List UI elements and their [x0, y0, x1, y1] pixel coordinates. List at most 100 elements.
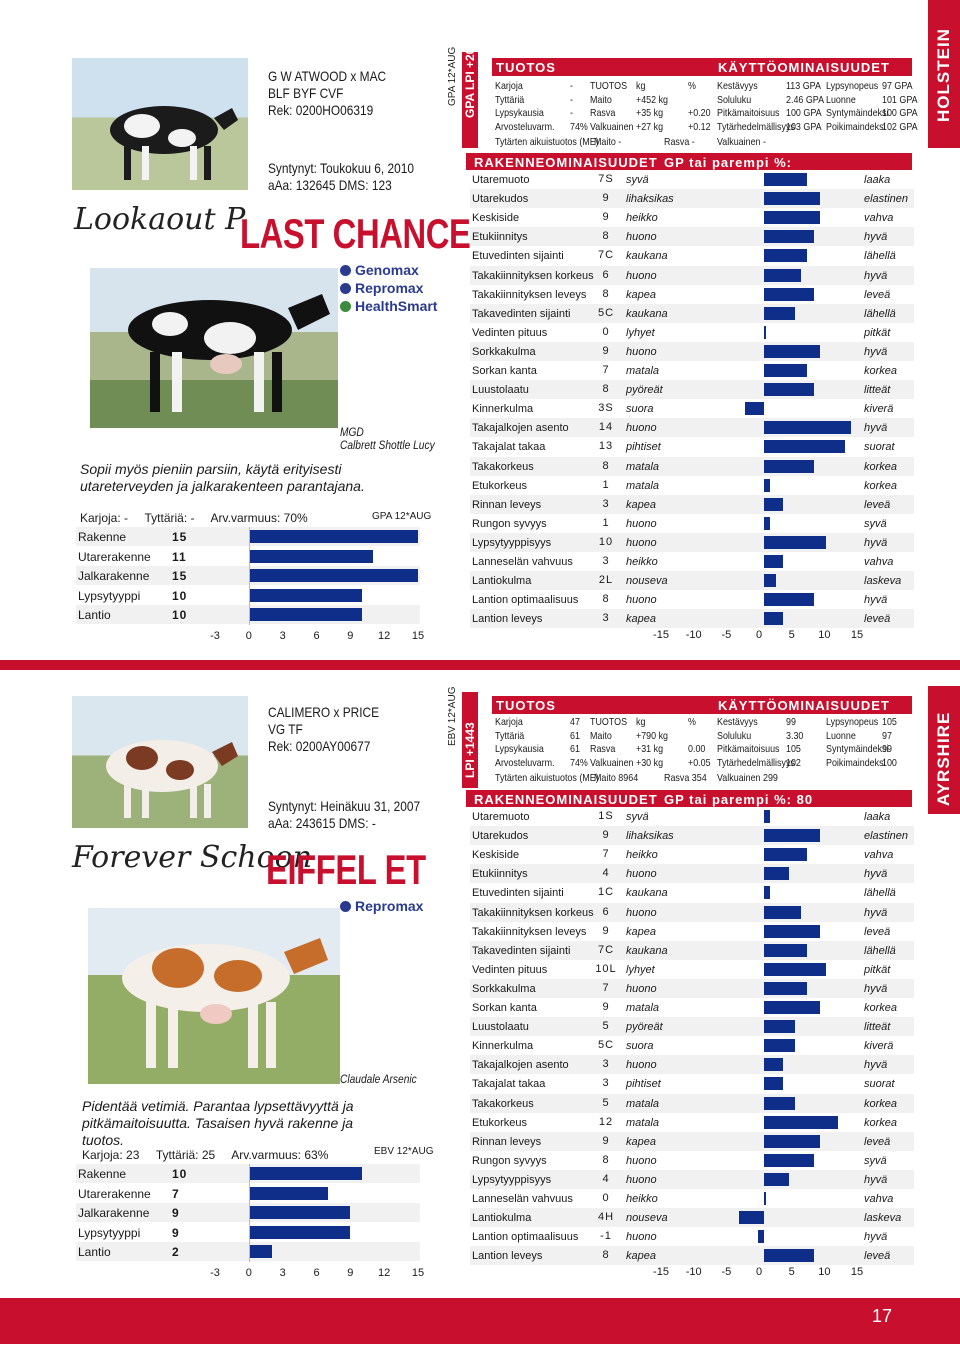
description: Pidentää vetimiä. Parantaa lypsettävyytt… [82, 1098, 354, 1148]
mini-trait-label: Utarerakenne [78, 1186, 151, 1201]
trait-bar [764, 943, 808, 957]
trait-value: 5 [602, 1020, 610, 1033]
trait-name: Keskiside [472, 212, 520, 225]
trait-bar [764, 1039, 795, 1053]
prefix-name: Lookaout P [74, 202, 246, 237]
trait-value: -1 [600, 1230, 612, 1243]
mini-zero-line [249, 1164, 250, 1262]
trait-axis-label: 15 [850, 1266, 864, 1278]
mini-trait-bar [249, 530, 418, 543]
index-small-label: EBV 12*AUG [447, 686, 458, 746]
trait-value: 9 [602, 1134, 610, 1147]
trait-value: 8 [602, 459, 610, 472]
trait-name: Kinnerkulma [472, 403, 534, 416]
trait-bar [764, 230, 814, 244]
trait-value: 9 [602, 344, 610, 357]
mini-axis-label: 6 [313, 1267, 320, 1279]
pedigree-line: Rek: 0200AY00677 [268, 738, 371, 754]
trait-name: Takajalkojen asento [472, 422, 569, 435]
trait-row: Vedinten pituus 10L lyhyet pitkät [470, 960, 914, 979]
breed-label: AYRSHIRE [934, 711, 953, 806]
tuotos-cell: Tyttäriä [495, 729, 525, 742]
mini-trait-row: Jalkarakenne 9 [76, 1203, 420, 1223]
birth-info: Syntynyt: Heinäkuu 31, 2007 aAa: 243615 … [268, 798, 420, 832]
kaytto-cell: 105 [786, 743, 801, 755]
trait-value: 14 [598, 421, 614, 434]
trait-bar [764, 364, 808, 377]
trait-row: Lypsytyyppisyys 4 huono hyvä [470, 1169, 914, 1189]
trait-row: Takakorkeus 5 matala korkea [470, 1093, 914, 1113]
kaytto-cell: 100 GPA [882, 107, 918, 119]
trait-bar [764, 1001, 820, 1014]
trait-row: Utaremuoto 7S syvä laaka [470, 170, 914, 189]
index-tag: EBV 12*AUG [374, 1146, 434, 1157]
rakenne-header-bar [466, 790, 912, 807]
kaytto-cell: Pitkämaitoisuus [717, 743, 780, 755]
trait-high-label: hyvä [864, 1231, 888, 1244]
trait-low-label: pihtiset [626, 1078, 661, 1091]
mini-axis-label: 9 [347, 630, 354, 642]
trait-name: Takavedinten sijainti [472, 944, 571, 957]
mini-trait-value: 11 [172, 549, 187, 564]
trait-bar [764, 478, 771, 492]
trait-low-label: huono [626, 536, 657, 549]
description: Sopii myös pieniin parsiin, käytä erityi… [80, 461, 365, 494]
trait-low-label: kaukana [626, 944, 668, 957]
index-big-label: GPA LPI +2095 [463, 34, 477, 118]
trait-low-label: pihtiset [626, 441, 661, 454]
trait-high-label: leveä [864, 613, 891, 626]
trait-name: Takakiinnityksen korkeus [472, 269, 594, 282]
mini-axis-label: 15 [411, 630, 425, 642]
kaytto-cell: 99 [786, 716, 796, 728]
trait-name: Lantiokulma [472, 575, 532, 588]
trait-name: Lypsytyyppisyys [472, 1173, 552, 1186]
cow-icon [110, 106, 238, 180]
trait-low-label: matala [626, 460, 660, 473]
trait-value: 7 [602, 848, 610, 861]
trait-low-label: syvä [626, 174, 649, 186]
mini-trait-label: Rakenne [78, 530, 127, 544]
trait-high-label: pitkät [864, 326, 891, 339]
kaytto-cell: Poikimaindeksi [826, 756, 886, 769]
trait-name: Vedinten pituus [472, 963, 548, 976]
trait-name: Rungon syvyys [472, 517, 547, 530]
trait-name: Etuvedinten sijainti [472, 250, 564, 263]
trait-value: 7 [602, 364, 610, 376]
trait-value: 10 [598, 535, 614, 548]
trait-bar [764, 981, 808, 995]
mini-trait-value: 10 [172, 588, 188, 603]
trait-name: Takakiinnityksen leveys [472, 288, 587, 301]
mini-trait-label: Utarerakenne [78, 549, 151, 564]
trait-value: 9 [602, 192, 610, 205]
mini-trait-row: Utarerakenne 11 [76, 547, 420, 566]
trait-value: 3 [602, 612, 610, 625]
trait-high-label: vahva [864, 212, 894, 225]
bull-photo-top [72, 696, 248, 828]
tuotos-cell: +27 kg [636, 120, 664, 133]
trait-low-label: suora [626, 403, 654, 416]
trait-row: Utaremuoto 1S syvä laaka [470, 807, 914, 826]
aaa-dms: aAa: 243615 DMS: - [268, 815, 376, 831]
trait-name: Takakorkeus [472, 1097, 534, 1110]
trait-low-label: kapea [626, 1250, 656, 1263]
trait-axis-label: -10 [685, 1266, 702, 1278]
index-big-label: LPI +1443 [463, 722, 477, 778]
tuotos-cell: - [570, 107, 573, 119]
trait-name: Etuvedinten sijainti [472, 887, 564, 900]
trait-row: Lantiokulma 4H nouseva laskeva [470, 1208, 914, 1228]
trait-high-label: elastinen [864, 193, 909, 206]
trait-row: Lantion optimaalisuus 8 huono hyvä [470, 590, 914, 609]
trait-bar [764, 344, 820, 358]
trait-axis-label: 10 [818, 1266, 831, 1278]
trait-row: Lantion leveys 8 kapea leveä [470, 1246, 914, 1266]
trait-high-label: leveä [864, 925, 891, 938]
mini-trait-value: 15 [172, 569, 188, 584]
tuotos-cell: Valkuainen [590, 120, 634, 133]
trait-name: Keskiside [472, 849, 520, 862]
mini-trait-bar [249, 569, 418, 583]
trait-high-label: korkea [864, 1002, 898, 1014]
trait-value: 0 [602, 325, 610, 338]
trait-value: 5 [602, 1096, 610, 1109]
kaytto-cell: Lypsynopeus [826, 716, 879, 728]
kaytto-cell: 103 GPA [786, 120, 822, 133]
